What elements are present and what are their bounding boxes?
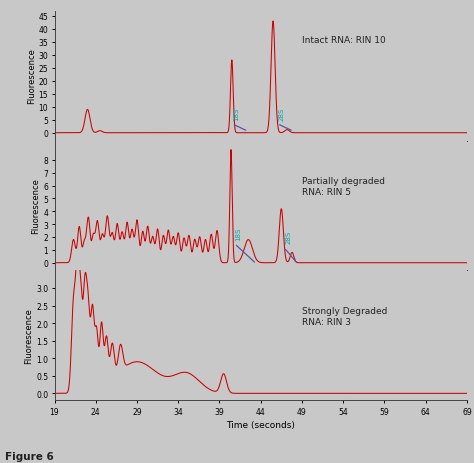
X-axis label: Time (seconds): Time (seconds) [226,420,295,429]
Y-axis label: Fluorescence: Fluorescence [32,178,41,234]
Y-axis label: Fluorescence: Fluorescence [24,308,33,363]
Text: 18S: 18S [234,107,239,120]
Text: 18S: 18S [235,227,241,240]
Text: 28S: 28S [279,107,285,120]
Y-axis label: Fluorescence: Fluorescence [27,49,36,104]
Text: Intact RNA: RIN 10: Intact RNA: RIN 10 [302,36,386,44]
Text: Strongly Degraded
RNA: RIN 3: Strongly Degraded RNA: RIN 3 [302,307,387,326]
Text: 28S: 28S [285,231,292,244]
Text: Partially degraded
RNA: RIN 5: Partially degraded RNA: RIN 5 [302,177,385,196]
Text: Figure 6: Figure 6 [5,450,54,461]
